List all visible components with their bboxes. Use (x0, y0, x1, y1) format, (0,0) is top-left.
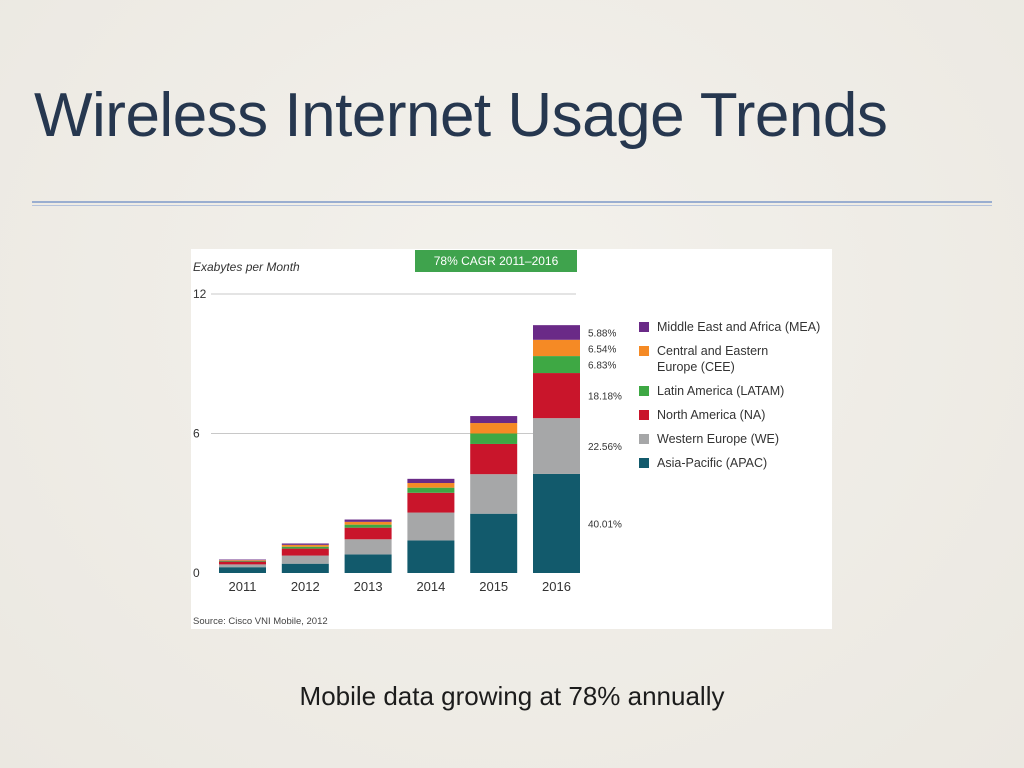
legend-label: Europe (CEE) (657, 360, 735, 374)
stacked-bar-chart: Exabytes per Month 78% CAGR 2011–2016 0 6 12… (193, 250, 820, 627)
chart-source-note: Source: Cisco VNI Mobile, 2012 (193, 616, 328, 627)
bar-segment (281, 548, 329, 556)
x-tick-label: 2011 (229, 579, 257, 594)
cagr-banner (415, 250, 577, 272)
legend-swatch (639, 386, 649, 396)
bar-segment (533, 339, 580, 357)
title-divider-secondary (32, 205, 992, 206)
bar-segment (344, 519, 392, 522)
bar-segment (219, 564, 266, 568)
bar-segment (407, 478, 455, 484)
bar-segment (219, 560, 266, 562)
x-tick-label: 2013 (354, 579, 383, 594)
bar-segment (407, 540, 455, 573)
legend-label: Middle East and Africa (MEA) (657, 320, 820, 334)
legend-label: Asia-Pacific (APAC) (657, 456, 767, 470)
share-label: 40.01% (588, 519, 622, 530)
bar-segment (533, 418, 580, 474)
bar-segment (407, 487, 455, 493)
y-tick-label: 6 (193, 427, 200, 441)
x-tick-label: 2016 (542, 579, 571, 594)
bar-segment (281, 555, 329, 564)
bar-segment (407, 512, 455, 541)
bar-segment (470, 474, 518, 514)
bar-segment (533, 373, 580, 419)
bar-segment (281, 543, 329, 545)
y-tick-label: 12 (193, 287, 207, 301)
bar-segment (470, 443, 518, 475)
bar-segment (344, 554, 392, 573)
bar-segment (281, 546, 329, 549)
bar-segment (533, 325, 580, 340)
bar-segment (219, 560, 266, 561)
bar-segment (281, 563, 329, 573)
bar-segment (470, 433, 518, 444)
legend-swatch (639, 458, 649, 468)
title-divider (32, 201, 992, 203)
legend-swatch (639, 346, 649, 356)
share-label: 6.83% (588, 361, 616, 372)
bar-segment (344, 524, 392, 528)
chart-panel: Exabytes per Month 78% CAGR 2011–2016 0 6 12… (191, 249, 832, 629)
bar-segment (344, 527, 392, 540)
bar-segment (407, 483, 455, 488)
bar-segment (470, 513, 518, 573)
bar-segment (470, 423, 518, 434)
bar-segment (219, 561, 266, 565)
legend-label: Central and Eastern (657, 344, 768, 358)
x-tick-label: 2015 (479, 579, 508, 594)
bar-segment (533, 473, 580, 573)
bar-segment (344, 521, 392, 525)
share-label: 5.88% (588, 328, 616, 339)
bar-segment (470, 416, 518, 424)
slide-caption: Mobile data growing at 78% annually (299, 681, 725, 711)
legend-label: Latin America (LATAM) (657, 384, 784, 398)
bar-segment (344, 539, 392, 555)
y-tick-label: 0 (193, 566, 200, 580)
share-label: 22.56% (588, 442, 622, 453)
legend-label: North America (NA) (657, 408, 765, 422)
legend-swatch (639, 410, 649, 420)
cagr-banner-text: 78% CAGR 2011–2016 (434, 254, 559, 268)
share-label: 6.54% (588, 344, 616, 355)
x-tick-label: 2014 (416, 579, 445, 594)
bar-segment (219, 559, 266, 561)
legend-swatch (639, 322, 649, 332)
bar-segment (407, 492, 455, 513)
y-axis-title: Exabytes per Month (193, 260, 300, 274)
bar-segment (219, 567, 266, 573)
legend-label: Western Europe (WE) (657, 432, 779, 446)
x-tick-label: 2012 (291, 579, 320, 594)
share-label: 18.18% (588, 392, 622, 403)
slide-title: Wireless Internet Usage Trends (34, 81, 888, 150)
bar-segment (281, 544, 329, 547)
bar-segment (533, 356, 580, 374)
legend-swatch (639, 434, 649, 444)
